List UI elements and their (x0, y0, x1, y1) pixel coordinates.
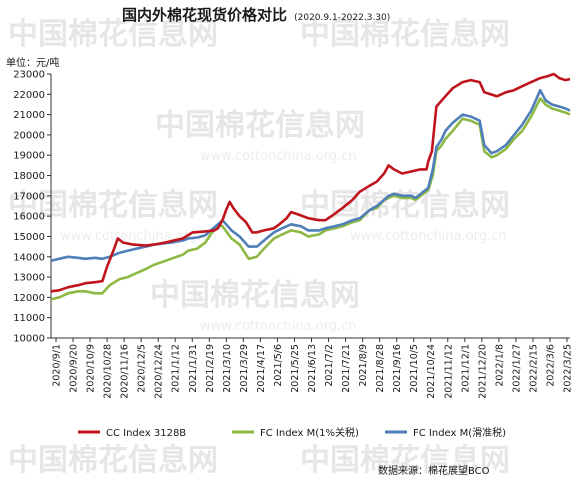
x-tick-label: 2022/2/15 (528, 344, 539, 393)
watermark-text: 中国棉花信息网 (300, 188, 510, 223)
x-tick-label: 2021/10/5 (409, 344, 420, 393)
x-tick-label: 2021/1/12 (171, 344, 182, 393)
y-tick-label: 13000 (13, 273, 45, 284)
y-tick-label: 19000 (13, 151, 45, 162)
x-tick-label: 2022/3/6 (545, 344, 556, 387)
watermark-text: 中国棉花信息网 (150, 278, 360, 313)
watermark-url: www.cottonchina.org.cn (350, 229, 507, 244)
legend: CC Index 3128B FC Index M(1%关税) FC Index… (78, 426, 506, 439)
y-tick-label: 22000 (13, 90, 45, 101)
x-tick-label: 2022/3/25 (563, 344, 574, 393)
legend-label-cc-index: CC Index 3128B (106, 428, 186, 439)
watermark-text: 中国棉花信息网 (8, 188, 218, 223)
y-tick-label: 14000 (13, 252, 45, 263)
y-axis-ticks: 10000 11000 12000 13000 14000 15000 16000 17000… (13, 70, 51, 345)
y-tick-label: 10000 (13, 334, 45, 345)
x-tick-label: 2021/12/1 (460, 344, 471, 393)
legend-label-fc-index-1pct: FC Index M(1%关税) (260, 426, 359, 439)
x-tick-label: 2021/10/24 (426, 344, 437, 399)
x-tick-label: 2020/12/5 (137, 344, 148, 393)
x-tick-label: 2020/10/28 (103, 344, 114, 399)
x-tick-label: 2021/4/17 (256, 344, 267, 393)
axes (50, 74, 570, 339)
x-tick-label: 2020/9/1 (52, 344, 63, 387)
legend-label-fc-index-sliding: FC Index M(滑准税) (413, 426, 506, 439)
y-tick-label: 23000 (13, 70, 45, 81)
x-tick-label: 2020/11/16 (120, 344, 131, 399)
x-tick-label: 2021/3/29 (239, 344, 250, 393)
y-tick-label: 12000 (13, 293, 45, 304)
y-tick-label: 21000 (13, 110, 45, 121)
y-tick-label: 20000 (13, 130, 45, 141)
x-tick-label: 2021/2/19 (205, 344, 216, 393)
chart-title-group: 国内外棉花现货价格对比 (2020.9.1-2022.3.30) (122, 5, 390, 24)
x-tick-label: 2020/9/20 (69, 344, 80, 393)
y-tick-label: 15000 (13, 232, 45, 243)
watermark-url: www.cottonchina.org.cn (200, 319, 357, 334)
x-tick-label: 2022/1/27 (511, 344, 522, 393)
x-tick-label: 2021/8/9 (358, 344, 369, 387)
chart-title: 国内外棉花现货价格对比 (122, 6, 287, 24)
x-tick-label: 2022/1/8 (494, 344, 505, 387)
x-tick-label: 2021/9/16 (392, 344, 403, 393)
chart-subtitle: (2020.9.1-2022.3.30) (294, 13, 390, 23)
series-line-cc-index (50, 72, 571, 293)
watermark-text: 中国棉花信息网 (155, 108, 365, 143)
x-axis-ticks: 2020/9/1 2020/9/20 2020/10/9 2020/10/28 2020… (52, 338, 574, 399)
watermark-text: 中国棉花信息网 (300, 443, 510, 478)
x-tick-label: 2020/12/24 (154, 344, 165, 399)
y-tick-label: 17000 (13, 191, 45, 202)
x-tick-label: 2021/1/31 (188, 344, 199, 393)
x-tick-label: 2021/7/2 (324, 344, 335, 387)
watermark-text: 中国棉花信息网 (8, 17, 218, 52)
x-tick-label: 2021/6/13 (307, 344, 318, 393)
x-tick-label: 2021/5/6 (273, 344, 284, 387)
x-tick-label: 2021/3/10 (222, 344, 233, 393)
series-layer (50, 72, 571, 301)
x-tick-label: 2021/8/28 (375, 344, 386, 393)
x-tick-label: 2021/7/21 (341, 344, 352, 393)
series-line-fc-index-1pct (50, 97, 571, 301)
watermark-text: 中国棉花信息网 (8, 443, 218, 478)
x-tick-label: 2021/12/20 (477, 344, 488, 399)
y-tick-label: 16000 (13, 212, 45, 223)
watermark-text: 中国棉花信息网 (300, 17, 510, 52)
x-tick-label: 2021/11/12 (443, 344, 454, 399)
watermark-layer: 中国棉花信息网 中国棉花信息网 中国棉花信息网 www.cottonchina.… (8, 17, 510, 478)
watermark-url: www.cottonchina.org.cn (200, 149, 357, 164)
source-note: 数据来源：棉花展望BCO (378, 464, 490, 477)
x-tick-label: 2020/10/9 (86, 344, 97, 393)
x-tick-label: 2021/5/25 (290, 344, 301, 393)
y-tick-label: 18000 (13, 171, 45, 182)
y-axis-unit-label: 单位：元/吨 (6, 56, 59, 69)
y-tick-label: 11000 (13, 313, 45, 324)
